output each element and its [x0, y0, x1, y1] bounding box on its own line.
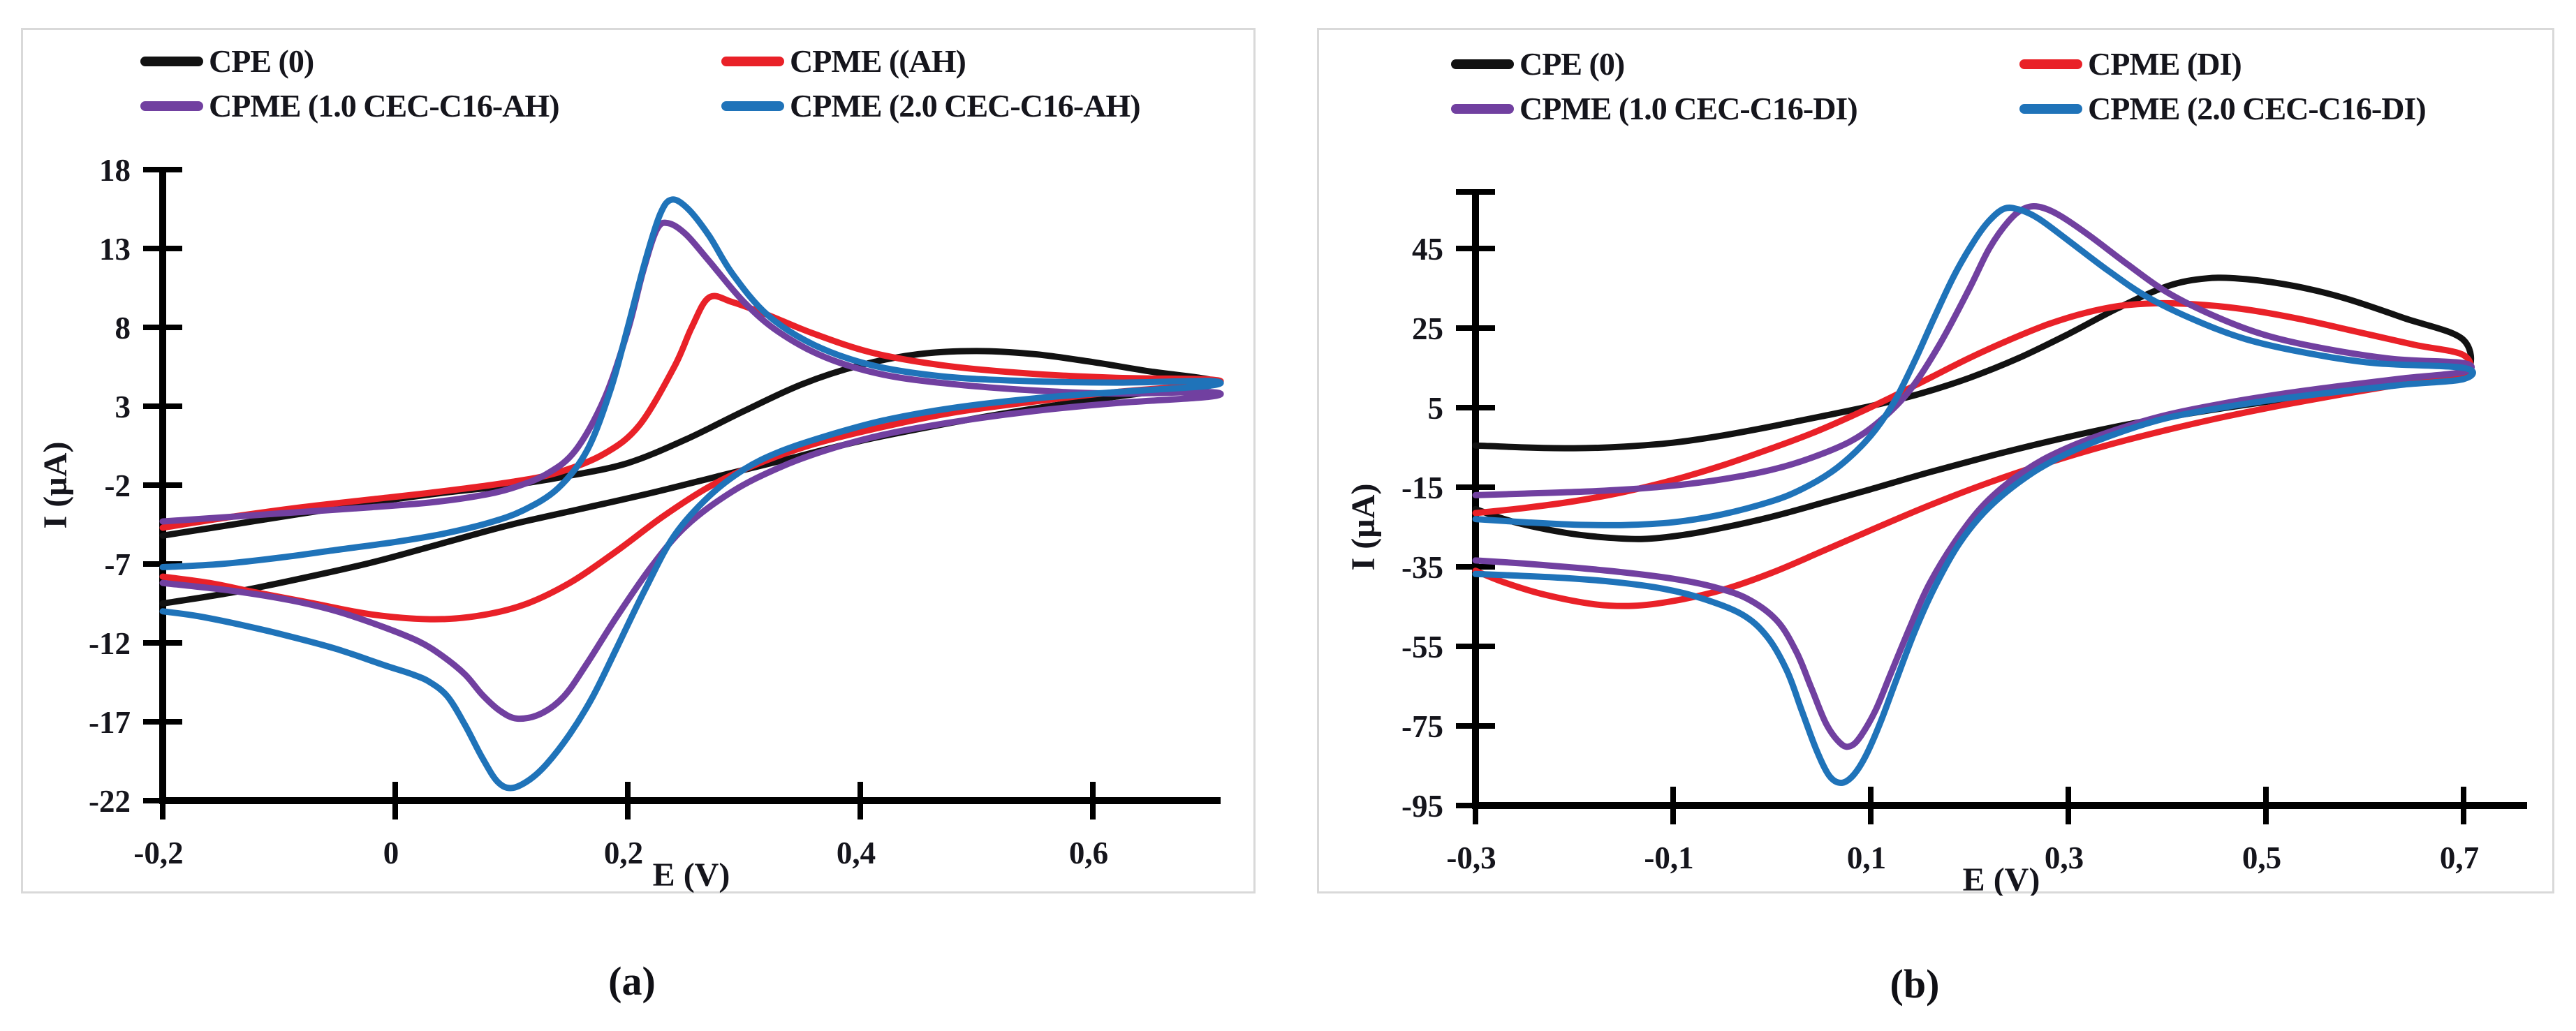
panel-a-caption: (a) [608, 958, 656, 1004]
cv-curve-cpme-1-cec-c16-di [1472, 203, 2475, 750]
y-tick-label: -17 [89, 705, 131, 740]
legend-swatch-cpme-1-cec-c16-di [1451, 104, 1514, 114]
cv-curve-cpe-0 [1472, 274, 2475, 542]
legend-item-cpe-0: CPE (0) [140, 45, 314, 77]
x-tick-label: 0,6 [1069, 836, 1108, 870]
cv-curve-cpme-2-cec-c16-di [1472, 205, 2476, 786]
y-tick-label: -7 [105, 547, 131, 582]
x-tick-label: -0,3 [1446, 840, 1496, 875]
panel-b-chart: 45 25 5 -15 -35 -55 -75 -95 -0,3 -0,1 0,1 0,3 0,5 0,7… [1317, 28, 2554, 896]
legend-swatch-cpe-0 [140, 57, 203, 66]
legend-label: CPME (DI) [2088, 46, 2242, 82]
legend-swatch-cpme-1-cec-c16-ah [140, 101, 203, 111]
legend-item-cpme-1-cec-c16-di: CPME (1.0 CEC-C16-DI) [1451, 91, 1858, 126]
y-tick-label: -55 [1401, 630, 1443, 665]
legend-label: CPME (2.0 CEC-C16-DI) [2088, 91, 2427, 126]
y-tick-label: 25 [1412, 311, 1443, 346]
legend-label: CPE (0) [1519, 46, 1625, 82]
y-tick-label: 13 [99, 232, 131, 267]
x-tick-label: 0,4 [837, 836, 876, 870]
cv-curve-cpme-1-cec-c16-ah [159, 219, 1224, 722]
panel-b-caption: (b) [1890, 961, 1940, 1007]
legend-item-cpme-2-cec-c16-di: CPME (2.0 CEC-C16-DI) [2019, 91, 2427, 126]
legend-swatch-cpme-2-cec-c16-ah [721, 101, 784, 111]
x-tick-label: 0,1 [1847, 840, 1886, 875]
y-tick-label: 5 [1428, 391, 1444, 426]
legend-label: CPME (1.0 CEC-C16-AH) [209, 88, 560, 124]
y-tick-label: 8 [115, 311, 131, 346]
x-tick-label: 0,5 [2242, 840, 2281, 875]
legend-item-cpme-di: CPME (DI) [2019, 48, 2242, 80]
y-tick-label: -22 [89, 784, 131, 819]
legend-item-cpme-2-cec-c16-ah: CPME (2.0 CEC-C16-AH) [721, 88, 1141, 124]
x-axis-title: E (V) [653, 856, 730, 893]
legend-swatch-cpme-2-cec-c16-di [2019, 104, 2082, 114]
cv-curve-cpme-2-cec-c16-ah [159, 196, 1224, 792]
x-tick-label: 0 [383, 836, 399, 870]
y-axis-title: I (µA) [1345, 484, 1382, 571]
legend-swatch-cpe-0 [1451, 59, 1514, 69]
y-tick-label: -35 [1401, 550, 1443, 585]
y-axis-title: I (µA) [37, 442, 74, 529]
x-tick-label: -0,1 [1644, 840, 1693, 875]
cv-curve-cpme-ah [159, 292, 1224, 623]
y-tick-label: -95 [1401, 789, 1443, 824]
x-tick-label: -0,2 [133, 836, 183, 870]
x-tick-label: 0,2 [604, 836, 643, 870]
panel-a-chart: 18 13 8 3 -2 -7 -12 -17 -22 -0,2 0 0,2 0,4 0,6 E (V) I … [21, 28, 1256, 893]
legend-item-cpme-ah: CPME ((AH) [721, 45, 966, 77]
legend-label: CPME ((AH) [790, 43, 966, 79]
y-tick-label: -75 [1401, 709, 1443, 744]
x-tick-label: 0,7 [2440, 840, 2479, 875]
y-tick-label: -2 [105, 468, 131, 503]
y-tick-label: 3 [115, 390, 131, 424]
legend-item-cpe-0: CPE (0) [1451, 46, 1625, 82]
legend-swatch-cpme-ah [721, 57, 784, 66]
legend-label: CPME (2.0 CEC-C16-AH) [790, 88, 1141, 124]
x-tick-label: 0,3 [2045, 840, 2084, 875]
y-tick-label: 45 [1412, 232, 1443, 267]
cv-curve-cpme-di [1472, 299, 2474, 609]
y-tick-label: -15 [1401, 470, 1443, 505]
chart-a-plot: 18 13 8 3 -2 -7 -12 -17 -22-0,2 0 0,2 0,4 0,6 E (V) I … [37, 153, 1224, 893]
legend-swatch-cpme-di [2019, 59, 2082, 69]
x-axis-title: E (V) [1963, 861, 2040, 896]
chart-b-plot: 45 25 5 -15 -35 -55 -75 -95-0,3 -0,1 0,1 0,3 0,5 0,7… [1345, 189, 2527, 896]
legend-label: CPE (0) [209, 43, 314, 79]
legend-item-cpme-1-cec-c16-ah: CPME (1.0 CEC-C16-AH) [140, 88, 560, 124]
y-tick-label: 18 [99, 153, 131, 188]
legend-label: CPME (1.0 CEC-C16-DI) [1519, 91, 1858, 126]
y-tick-label: -12 [89, 626, 131, 661]
